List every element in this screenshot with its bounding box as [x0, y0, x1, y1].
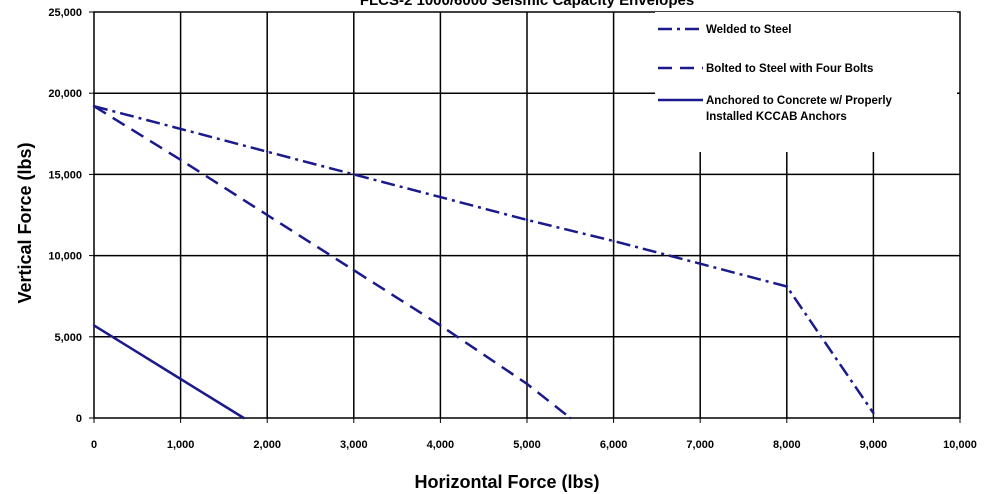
data-point: [92, 104, 96, 108]
y-axis-label: Vertical Force (lbs): [15, 142, 35, 303]
data-point: [872, 411, 875, 415]
legend: Welded to Steel Bolted to Steel with Four…: [655, 12, 957, 152]
x-tick-label: 8,000: [773, 439, 801, 451]
x-tick-label: 2,000: [253, 439, 281, 451]
data-point: [179, 127, 182, 131]
x-axis-ticks: 0 1,000 2,000 3,000 4,000 5,000 6,000 7,000 8,00…: [91, 418, 977, 451]
data-point: [439, 324, 442, 327]
data-point: [266, 150, 269, 153]
data-point: [699, 262, 702, 265]
y-tick-label: 15,000: [48, 169, 82, 181]
y-tick-label: 0: [76, 413, 82, 425]
legend-box: [655, 12, 957, 152]
chart-title: FLCS-2 1000/6000 Seismic Capacity Envelo…: [360, 0, 694, 9]
x-tick-label: 6,000: [600, 439, 628, 451]
legend-label: Welded to Steel: [706, 24, 791, 36]
data-point: [525, 218, 529, 222]
data-point: [439, 195, 442, 199]
data-point: [569, 416, 572, 420]
y-tick-label: 5,000: [54, 332, 82, 344]
data-point: [525, 382, 529, 386]
data-series: [92, 104, 875, 420]
data-point: [266, 213, 269, 217]
data-point: [785, 285, 788, 288]
x-axis-label: Horizontal Force (lbs): [414, 472, 599, 492]
data-point: [92, 324, 96, 327]
data-point: [352, 173, 355, 176]
data-point: [179, 377, 182, 381]
x-tick-label: 1,000: [167, 439, 195, 451]
data-point: [242, 416, 246, 420]
y-tick-label: 25,000: [48, 7, 82, 19]
y-tick-label: 10,000: [48, 251, 82, 263]
legend-label: Installed KCCAB Anchors: [706, 111, 847, 123]
legend-label: Bolted to Steel with Four Bolts: [706, 63, 873, 75]
x-tick-label: 5,000: [513, 439, 541, 451]
legend-label: Anchored to Concrete w/ Properly: [706, 95, 893, 107]
y-tick-label: 20,000: [48, 88, 82, 100]
data-point: [612, 239, 615, 243]
x-tick-label: 10,000: [943, 439, 977, 451]
y-axis-ticks: 0 5,000 10,000 15,000 20,000 25,000: [48, 7, 94, 425]
x-tick-label: 0: [91, 439, 97, 451]
x-tick-label: 3,000: [340, 439, 368, 451]
x-tick-label: 7,000: [686, 439, 714, 451]
x-tick-label: 4,000: [427, 439, 455, 451]
x-tick-label: 9,000: [860, 439, 888, 451]
data-point: [352, 269, 355, 272]
data-point: [179, 158, 182, 161]
